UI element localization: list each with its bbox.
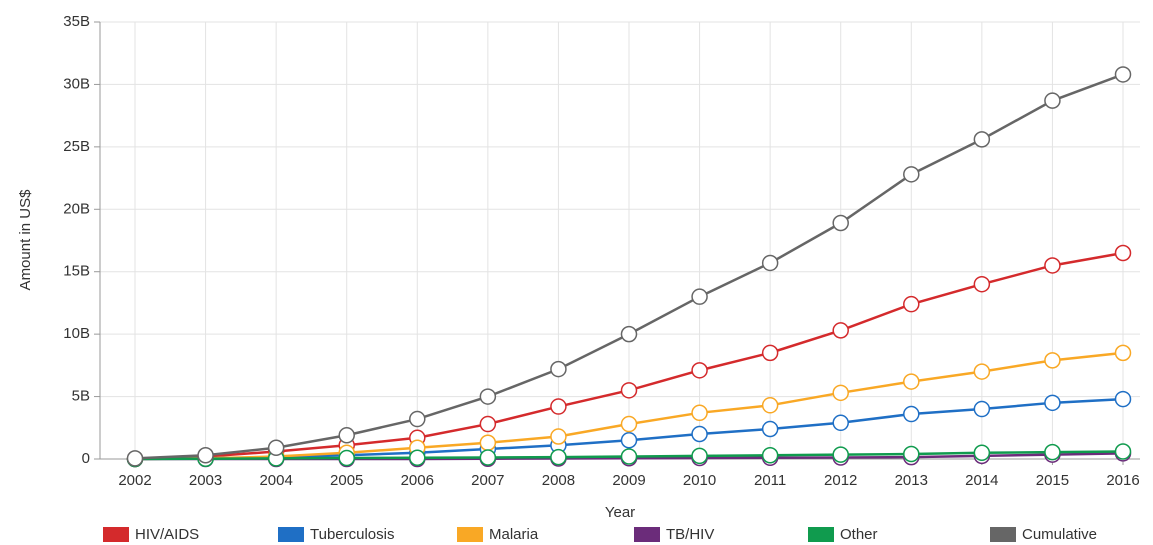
x-tick-label: 2016	[1106, 472, 1139, 489]
point	[973, 444, 991, 462]
y-tick-label: 10B	[63, 325, 90, 342]
x-tick-label: 2007	[471, 472, 504, 489]
legend-swatch	[457, 527, 483, 542]
legend-swatch	[278, 527, 304, 542]
point	[832, 446, 849, 463]
y-tick-label: 20B	[63, 200, 90, 217]
point	[903, 445, 920, 463]
y-tick-label: 0	[82, 450, 90, 467]
legend-label: Other	[840, 526, 878, 543]
point	[479, 434, 497, 452]
point	[620, 432, 638, 449]
legend-swatch	[634, 527, 660, 542]
point	[338, 449, 355, 467]
point	[197, 447, 214, 464]
point	[479, 449, 497, 466]
x-tick-label: 2010	[683, 472, 716, 489]
y-tick-label: 35B	[63, 13, 90, 30]
y-tick-label: 25B	[63, 138, 90, 155]
x-tick-label: 2002	[118, 472, 151, 489]
point	[903, 405, 920, 423]
point	[620, 448, 638, 465]
point	[903, 295, 920, 313]
point	[409, 449, 426, 467]
point	[691, 288, 708, 305]
point	[1044, 257, 1061, 274]
legend-swatch	[103, 527, 129, 542]
x-tick-label: 2003	[189, 472, 222, 489]
point	[761, 397, 779, 414]
point	[761, 344, 779, 362]
point	[1114, 390, 1132, 408]
point	[338, 427, 355, 444]
x-tick-label: 2008	[542, 472, 575, 489]
point	[1114, 344, 1132, 362]
point	[691, 362, 708, 379]
point	[832, 322, 849, 339]
x-tick-label: 2013	[895, 472, 928, 489]
legend-label: Malaria	[489, 526, 539, 543]
legend-swatch	[990, 527, 1016, 542]
point	[973, 275, 991, 293]
x-axis-label: Year	[605, 504, 635, 521]
y-tick-label: 30B	[63, 75, 90, 92]
point	[1044, 92, 1061, 109]
point	[832, 214, 849, 232]
point	[832, 384, 849, 402]
point	[1114, 443, 1132, 460]
legend-label: TB/HIV	[666, 526, 714, 543]
x-tick-label: 2004	[259, 472, 292, 489]
point	[973, 400, 991, 418]
y-tick-label: 5B	[72, 388, 90, 405]
point	[691, 404, 708, 422]
y-tick-label: 15B	[63, 263, 90, 280]
point	[1114, 244, 1132, 262]
point	[409, 410, 426, 428]
x-tick-label: 2014	[965, 472, 998, 489]
point	[973, 131, 991, 148]
point	[691, 447, 708, 465]
point	[479, 415, 497, 433]
legend-label: Cumulative	[1022, 526, 1097, 543]
x-tick-label: 2012	[824, 472, 857, 489]
point	[761, 420, 779, 438]
point	[550, 360, 567, 378]
point	[1044, 443, 1061, 461]
point	[267, 439, 285, 457]
point	[550, 398, 567, 415]
legend-swatch	[808, 527, 834, 542]
x-tick-label: 2006	[401, 472, 434, 489]
x-tick-label: 2005	[330, 472, 363, 489]
point	[550, 428, 567, 445]
legend-label: HIV/AIDS	[135, 526, 199, 543]
point	[973, 363, 991, 380]
legend-label: Tuberculosis	[310, 526, 394, 543]
point	[1114, 66, 1132, 83]
point	[550, 448, 567, 466]
point	[903, 166, 920, 183]
point	[479, 388, 497, 405]
point	[620, 325, 638, 343]
point	[620, 415, 638, 433]
x-tick-label: 2009	[612, 472, 645, 489]
point	[1044, 394, 1061, 412]
point	[903, 373, 920, 390]
point	[620, 382, 638, 399]
point	[832, 414, 849, 432]
x-tick-label: 2011	[754, 472, 786, 489]
y-axis-label: Amount in US$	[17, 189, 34, 291]
point	[126, 450, 144, 467]
point	[691, 425, 708, 443]
point	[761, 447, 779, 464]
x-tick-label: 2015	[1036, 472, 1069, 489]
point	[761, 254, 779, 272]
point	[1044, 352, 1061, 369]
